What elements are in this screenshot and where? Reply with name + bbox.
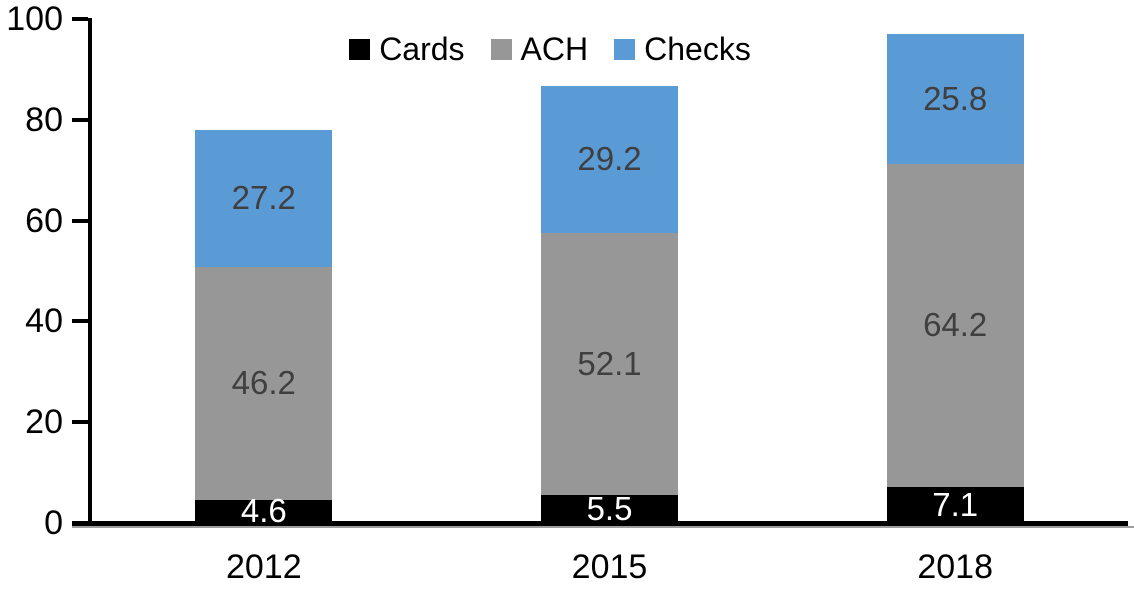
legend-item-ach: ACH [490, 30, 589, 68]
bar-segment-checks-2018 [886, 33, 1024, 164]
data-label-checks-2018: 25.8 [923, 79, 988, 117]
y-tick-mark [72, 218, 88, 223]
x-axis-shadow [72, 526, 1134, 528]
y-tick-label: 80 [25, 100, 63, 139]
data-label-ach-2012: 46.2 [231, 364, 296, 402]
bar-segment-checks-2012 [195, 129, 333, 267]
bar-segment-cards-2012 [195, 499, 333, 523]
legend-marker-ach [490, 38, 512, 60]
x-category-label-2012: 2012 [225, 548, 302, 586]
y-tick-label: 60 [25, 201, 63, 240]
legend-item-cards: Cards [349, 30, 465, 68]
data-label-checks-2012: 27.2 [231, 179, 296, 217]
chart-legend: Cards ACH Checks [0, 30, 1117, 68]
data-label-cards-2012: 4.6 [240, 492, 287, 530]
x-category-label-2015: 2015 [571, 548, 648, 586]
data-label-ach-2018: 64.2 [923, 306, 988, 344]
x-category-label-2018: 2018 [917, 548, 993, 586]
y-tick-mark [72, 420, 88, 425]
y-tick-mark [72, 319, 88, 324]
legend-marker-checks [614, 38, 636, 60]
y-tick-mark [72, 17, 88, 21]
bar-segment-ach-2018 [886, 163, 1024, 488]
y-tick-mark [72, 117, 88, 122]
y-tick-label: 0 [44, 504, 63, 542]
data-label-cards-2015: 5.5 [586, 490, 633, 528]
legend-label-checks: Checks [644, 30, 751, 67]
data-label-cards-2018: 7.1 [932, 486, 979, 524]
legend-label-cards: Cards [379, 30, 465, 67]
bar-segment-ach-2012 [195, 267, 333, 500]
y-tick-mark [72, 521, 88, 525]
y-tick-label: 20 [25, 403, 63, 442]
bar-segment-checks-2015 [541, 85, 678, 233]
legend-label-ach: ACH [520, 30, 589, 67]
bar-segment-cards-2018 [886, 487, 1024, 523]
y-axis-line [88, 18, 92, 526]
x-axis-line [72, 521, 1128, 526]
y-tick-label: 40 [25, 302, 63, 341]
y-tick-label: 100 [6, 0, 63, 38]
data-label-checks-2015: 29.2 [577, 140, 642, 178]
bar-segment-ach-2015 [541, 232, 678, 496]
legend-item-checks: Checks [614, 31, 751, 68]
data-label-ach-2015: 52.1 [577, 345, 642, 382]
legend-marker-cards [349, 38, 371, 60]
bar-segment-cards-2015 [541, 495, 678, 523]
